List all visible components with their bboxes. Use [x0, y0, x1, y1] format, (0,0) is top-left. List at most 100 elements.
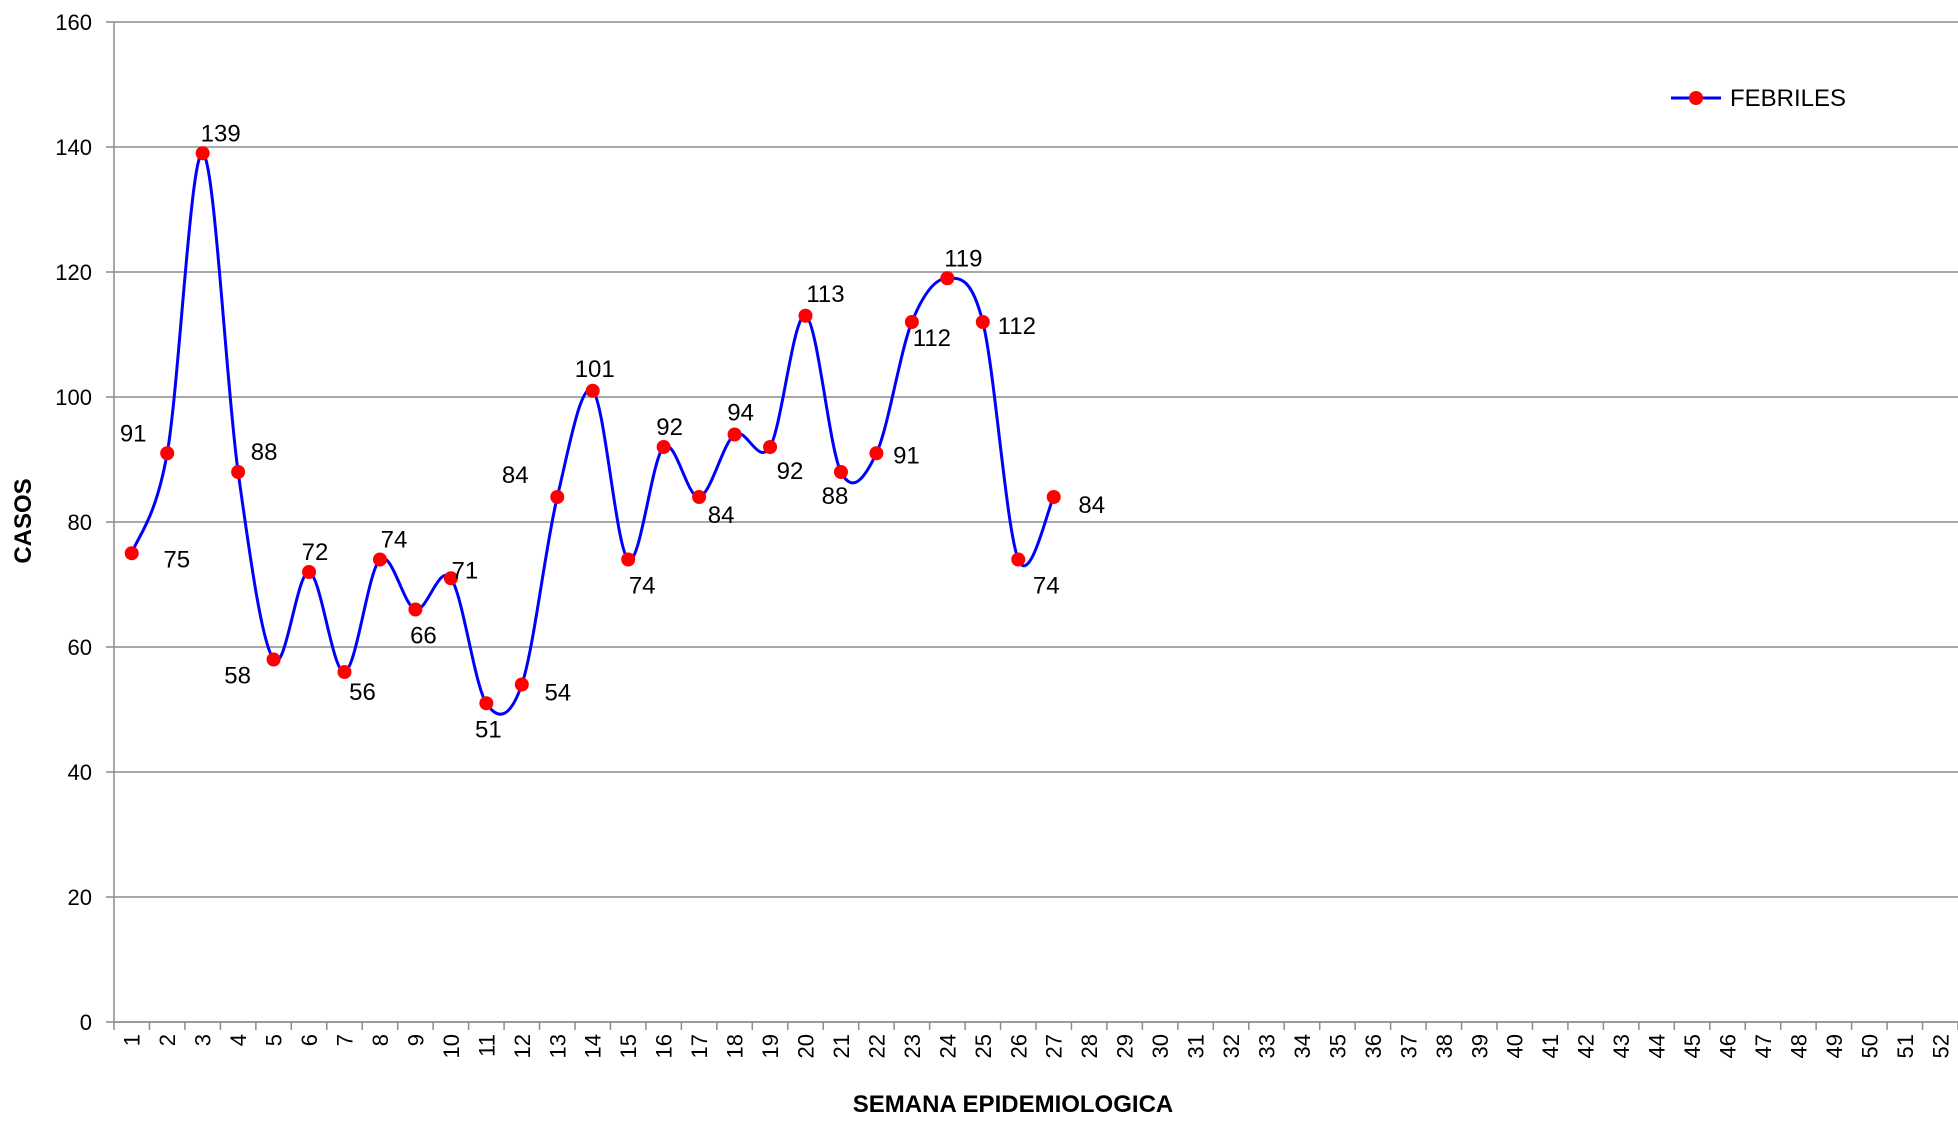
x-tick-label: 40	[1503, 1034, 1528, 1058]
x-tick-label: 38	[1432, 1034, 1457, 1058]
x-tick-label: 30	[1148, 1034, 1173, 1058]
x-tick-label: 1	[120, 1034, 145, 1046]
data-labels: 75 91 139 88 58 72 56 74 66 71 51 54 84 101 74 92 84 94 92…	[120, 120, 1105, 743]
x-tick-labels: 1 2 3 4 5 6 7 8 9 10 11 12 13 14 15 16 17 18 19 20 21 22 23 24 2…	[120, 1034, 1954, 1058]
x-tick-label: 46	[1716, 1034, 1741, 1058]
x-tick-label: 32	[1219, 1034, 1244, 1058]
data-label: 71	[452, 557, 479, 584]
x-tick-label: 15	[616, 1034, 641, 1058]
data-label: 119	[944, 245, 982, 272]
x-axis-title: SEMANA EPIDEMIOLOGICA	[853, 1091, 1173, 1118]
y-tick-labels: 0 20 40 60 80 100 120 140 160	[55, 10, 92, 1035]
data-point	[514, 677, 529, 692]
data-point	[479, 696, 494, 711]
x-tick-label: 7	[333, 1034, 358, 1046]
data-label: 88	[822, 483, 849, 510]
x-tick-label: 34	[1290, 1034, 1315, 1058]
data-point	[727, 427, 742, 442]
x-tick-label: 45	[1680, 1034, 1705, 1058]
x-tick-label: 31	[1184, 1034, 1209, 1058]
data-label: 84	[1078, 492, 1105, 519]
x-tick-label: 29	[1113, 1034, 1138, 1058]
y-tick-label: 40	[68, 760, 92, 785]
data-label: 101	[575, 356, 615, 383]
y-tick-label: 120	[55, 260, 92, 285]
series-febriles	[124, 146, 1061, 716]
data-point	[798, 308, 813, 323]
x-tick-label: 12	[510, 1034, 535, 1058]
x-tick-label: 42	[1574, 1034, 1599, 1058]
data-point	[869, 446, 884, 461]
legend: FEBRILES	[1671, 85, 1846, 112]
data-label: 91	[893, 442, 920, 469]
data-point	[124, 546, 139, 561]
data-point	[266, 652, 281, 667]
data-point	[550, 490, 565, 504]
data-label: 112	[913, 325, 951, 352]
x-tick-label: 43	[1609, 1034, 1634, 1058]
data-point	[585, 383, 600, 398]
data-point	[833, 465, 848, 479]
data-point	[372, 552, 387, 567]
data-label: 58	[224, 663, 251, 690]
x-tick-label: 8	[368, 1034, 393, 1046]
x-tick-label: 37	[1396, 1034, 1421, 1058]
x-tick-label: 5	[262, 1034, 287, 1046]
y-tick-label: 140	[55, 135, 92, 160]
data-label: 75	[163, 546, 190, 573]
x-tick-label: 9	[403, 1034, 428, 1046]
series-line	[130, 151, 1056, 716]
x-tick-label: 28	[1077, 1034, 1102, 1058]
x-tick-label: 20	[794, 1034, 819, 1058]
x-tick-label: 24	[935, 1034, 960, 1058]
data-point	[195, 146, 210, 161]
data-label: 84	[502, 462, 529, 489]
data-point	[940, 271, 955, 286]
x-tick-label: 26	[1006, 1034, 1031, 1058]
y-tick-label: 0	[80, 1010, 92, 1035]
x-tick-label: 50	[1857, 1034, 1882, 1058]
x-tick-label: 25	[971, 1034, 996, 1058]
y-tick-label: 100	[55, 385, 92, 410]
x-tick-label: 18	[723, 1034, 748, 1058]
legend-marker	[1689, 91, 1703, 105]
data-label: 94	[727, 400, 754, 427]
data-point	[904, 315, 919, 329]
data-point	[763, 440, 778, 454]
x-tick-label: 44	[1645, 1034, 1670, 1058]
y-axis-title: CASOS	[10, 478, 37, 563]
data-label: 66	[410, 623, 437, 650]
data-point	[621, 552, 636, 567]
data-label: 88	[251, 439, 278, 466]
data-label: 54	[544, 680, 571, 707]
data-label: 51	[475, 716, 502, 743]
data-label: 92	[656, 414, 683, 441]
x-tick-label: 6	[297, 1034, 322, 1046]
data-label: 113	[806, 281, 844, 308]
x-tick-label: 48	[1786, 1034, 1811, 1058]
data-label: 56	[349, 679, 376, 706]
x-tick-label: 47	[1751, 1034, 1776, 1058]
x-tick-label: 39	[1467, 1034, 1492, 1058]
data-label: 84	[708, 502, 735, 529]
data-point	[408, 602, 423, 617]
x-tick-label: 22	[864, 1034, 889, 1058]
data-label: 112	[998, 313, 1036, 340]
data-point	[160, 446, 175, 461]
x-tick-label: 16	[652, 1034, 677, 1058]
x-tick-label: 11	[474, 1034, 499, 1057]
gridlines	[106, 21, 1958, 1023]
data-label: 74	[1033, 573, 1060, 600]
x-tick-label: 13	[545, 1034, 570, 1058]
data-label: 74	[629, 573, 656, 600]
axes	[113, 22, 1958, 1030]
x-tick-label: 10	[439, 1034, 464, 1058]
x-tick-label: 4	[226, 1034, 251, 1046]
data-point	[656, 440, 671, 454]
data-point	[443, 571, 458, 586]
x-tick-label: 23	[900, 1034, 925, 1058]
x-tick-label: 35	[1325, 1034, 1350, 1058]
data-point	[1046, 490, 1061, 504]
data-label: 92	[777, 458, 804, 485]
